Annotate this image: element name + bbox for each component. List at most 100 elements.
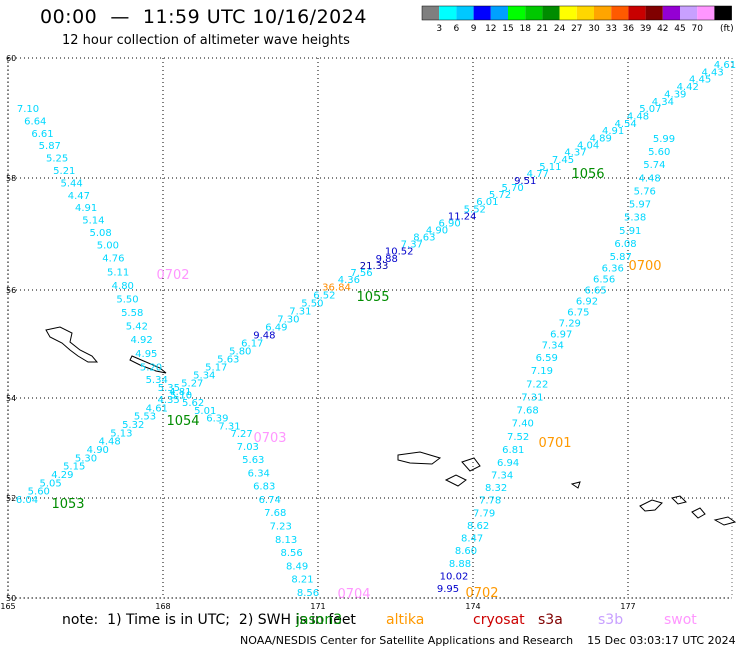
legend-swatch: [456, 6, 474, 20]
wave-height-value: 4.04: [577, 141, 599, 152]
wave-height-value: 4.48: [638, 173, 660, 184]
wave-height-value: 4.90: [87, 445, 109, 456]
wave-height-value: 5.32: [122, 420, 144, 431]
legend-swatch: [628, 6, 646, 20]
latitude-label: 60: [6, 54, 16, 63]
wave-height-value: 5.60: [648, 147, 670, 158]
wave-height-value: 4.45: [689, 75, 711, 86]
wave-height-value: 8.13: [275, 535, 297, 546]
wave-height-value: 6.34: [248, 468, 270, 479]
wave-height-value: 5.50: [301, 298, 323, 309]
longitude-label: 168: [155, 602, 170, 611]
wave-height-value: 7.31: [218, 421, 240, 432]
wave-height-value: 8.47: [461, 534, 483, 545]
wave-height-value: 5.35: [158, 383, 180, 394]
pass-label: 1053: [51, 497, 84, 512]
wave-height-value: 6.52: [313, 290, 335, 301]
legend-label: 18: [519, 24, 531, 34]
pass-label: 0700: [628, 259, 661, 274]
latitude-label: 50: [6, 594, 16, 603]
wave-height-value: 7.68: [264, 508, 286, 519]
wave-height-value: 5.11: [107, 267, 129, 278]
satellite-cryosat: cryosat: [473, 612, 525, 628]
wave-height-value: 6.49: [265, 322, 287, 333]
legend-label: 42: [657, 24, 668, 34]
track-0702-nw: 7.106.64 6.615.87 5.255.215.44 4.474.91 5.14…: [17, 104, 319, 599]
wave-height-value: 5.08: [89, 228, 111, 239]
legend-swatch: [439, 6, 457, 20]
legend-label: 30: [588, 24, 600, 34]
wave-height-value: 5.13: [110, 428, 132, 439]
wave-height-value: 6.74: [259, 495, 281, 506]
wave-height-value: 7.40: [512, 419, 534, 430]
wave-height-value: 5.62: [182, 398, 204, 409]
wave-height-value: 5.50: [116, 294, 138, 305]
wave-height-value: 7.34: [491, 471, 513, 482]
wave-height-value: 5.20: [140, 362, 162, 373]
wave-height-value: 6.81: [502, 445, 524, 456]
wave-height-value: 9.95: [437, 584, 459, 595]
wave-height-value: 6.04: [16, 495, 38, 506]
wave-height-value: 5.52: [464, 204, 486, 215]
latitude-label: 58: [6, 174, 16, 183]
pass-labels: 1053 1054 1055 1056 0700 0701 0702 0702 0703 0704: [51, 167, 661, 602]
wave-height-value: 8.49: [286, 561, 308, 572]
legend-swatch: [422, 6, 440, 20]
wave-height-value: 5.80: [229, 347, 251, 358]
legend-swatch: [662, 6, 680, 20]
legend-unit: (ft): [720, 24, 734, 34]
wave-height-value: 7.30: [277, 314, 299, 325]
wave-height-value: 7.56: [350, 268, 372, 279]
wave-height-value: 8.56: [280, 548, 302, 559]
wave-height-value: 6.61: [31, 129, 53, 140]
wave-height-value: 4.89: [590, 134, 612, 145]
wave-height-value: 6.56: [593, 274, 615, 285]
pass-label: 0704: [337, 587, 370, 602]
track-1053-1056: 6.045.605.054.295.155.304.904.485.135.32…: [16, 60, 736, 506]
legend-label: 45: [674, 24, 685, 34]
wave-height-value: 5.58: [121, 308, 143, 319]
wave-height-value: 4.54: [614, 119, 636, 130]
legend-swatch: [576, 6, 594, 20]
island-fox-d: [691, 507, 706, 519]
wave-height-values: 7.106.646.615.875.255.215.444.474.915.14…: [16, 60, 736, 599]
longitude-label: 177: [620, 602, 635, 611]
wave-height-value: 6.01: [476, 197, 498, 208]
wave-height-value: 4.42: [677, 82, 699, 93]
wave-height-value: 7.22: [526, 379, 548, 390]
legend-label: 21: [537, 24, 548, 34]
pass-label: 0702: [156, 268, 189, 283]
wave-height-value: 6.59: [536, 353, 558, 364]
wave-height-value: 4.34: [652, 97, 674, 108]
wave-height-value: 4.80: [112, 281, 134, 292]
legend-swatch: [697, 6, 715, 20]
legend-label: 3: [436, 24, 442, 34]
wave-height-value: 6.17: [241, 338, 263, 349]
longitude-label: 174: [465, 602, 480, 611]
wave-height-value: 5.10: [170, 391, 192, 402]
legend-swatch: [645, 6, 663, 20]
legend-label: 36: [623, 24, 635, 34]
wave-height-value: 4.35: [157, 395, 179, 406]
wave-height-value: 5.34: [146, 375, 168, 386]
legend-swatch: [594, 6, 612, 20]
page-subtitle: 12 hour collection of altimeter wave hei…: [62, 33, 350, 48]
wave-height-value: 6.75: [567, 308, 589, 319]
wave-height-value: 6.39: [206, 414, 228, 425]
legend-swatch: [473, 6, 491, 20]
pass-label: 0703: [253, 431, 286, 446]
wave-height-value: 7.52: [507, 432, 529, 443]
color-legend: 3 6 9 12 15 18 21 24 27 30 33 36 39 42 45 70 (ft): [421, 5, 734, 34]
wave-height-value: 4.81: [169, 387, 191, 398]
coastline: [45, 326, 737, 526]
legend-swatch: [559, 6, 577, 20]
wave-height-value: 5.11: [539, 162, 561, 173]
lat-lon-grid: [7, 57, 733, 599]
wave-height-value: 5.00: [97, 240, 119, 251]
pass-label: 0702: [465, 586, 498, 601]
wave-height-value: 11.24: [448, 211, 477, 222]
island-sanak: [461, 457, 481, 472]
wave-height-value: 8.32: [485, 483, 507, 494]
wave-height-value: 4.91: [75, 203, 97, 214]
latitude-label: 54: [6, 394, 16, 403]
